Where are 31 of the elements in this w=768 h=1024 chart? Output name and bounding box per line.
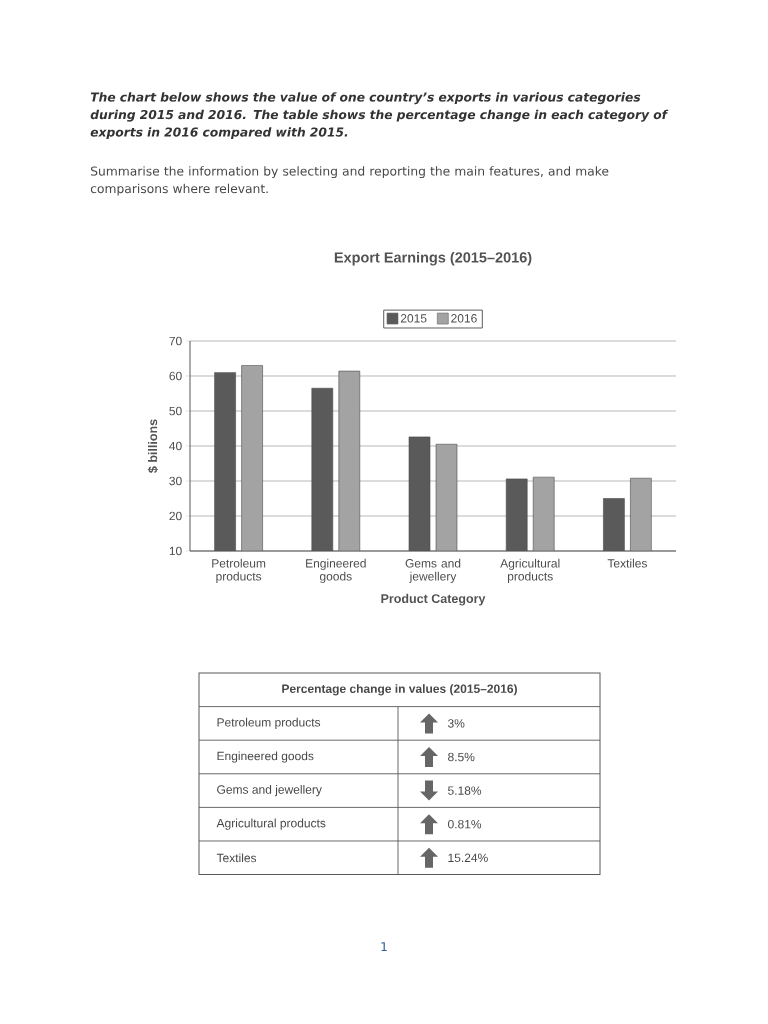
text: 5.18% bbox=[448, 786, 482, 795]
chart-title: Export Earnings (2015–2016) bbox=[334, 251, 532, 266]
x-tick-label: Engineered goods bbox=[306, 558, 366, 583]
text: 8.5% bbox=[448, 752, 475, 762]
text: Summarise the information by selecting and reporting the main features, and make comparisons where relevant. bbox=[90, 166, 609, 196]
x-tick-label: Petroleum products bbox=[212, 558, 266, 583]
y-tick-label: 60 bbox=[169, 371, 182, 381]
text: 15.24% bbox=[448, 853, 488, 863]
text: The chart below shows the value of one country’s exports in various categories during 2015 and 2016. The table shows the percentage change in each category of exports in 2016 compared with 2015. bbox=[90, 92, 669, 140]
category-label: Petroleum products bbox=[217, 717, 321, 729]
text: 1 bbox=[381, 942, 387, 951]
text: 0.81% bbox=[448, 819, 482, 829]
category-label: Textiles bbox=[216, 853, 257, 863]
y-tick-label: 70 bbox=[169, 336, 182, 346]
y-tick-label: 20 bbox=[169, 511, 182, 521]
y-tick-label: 30 bbox=[169, 476, 182, 486]
category-label: Engineered goods bbox=[217, 751, 314, 763]
x-tick-label: Gems and jewellery bbox=[405, 558, 461, 583]
category-label: Gems and jewellery bbox=[217, 785, 322, 797]
y-tick-label: 50 bbox=[169, 406, 182, 416]
y-axis-title: $ billions bbox=[147, 419, 158, 473]
x-tick-label: Agricultural products bbox=[500, 558, 560, 583]
y-tick-label: 10 bbox=[169, 546, 182, 556]
category-label: Agricultural products bbox=[216, 818, 326, 830]
y-tick-label: 40 bbox=[169, 441, 182, 451]
x-axis-title: Product Category bbox=[381, 593, 486, 606]
legend-label: 2016 bbox=[451, 314, 477, 323]
legend-label: 2015 bbox=[400, 314, 427, 323]
x-tick-label: Textiles bbox=[607, 558, 647, 568]
text: 3% bbox=[447, 719, 465, 728]
text: Percentage change in values (2015–2016) bbox=[282, 684, 517, 696]
